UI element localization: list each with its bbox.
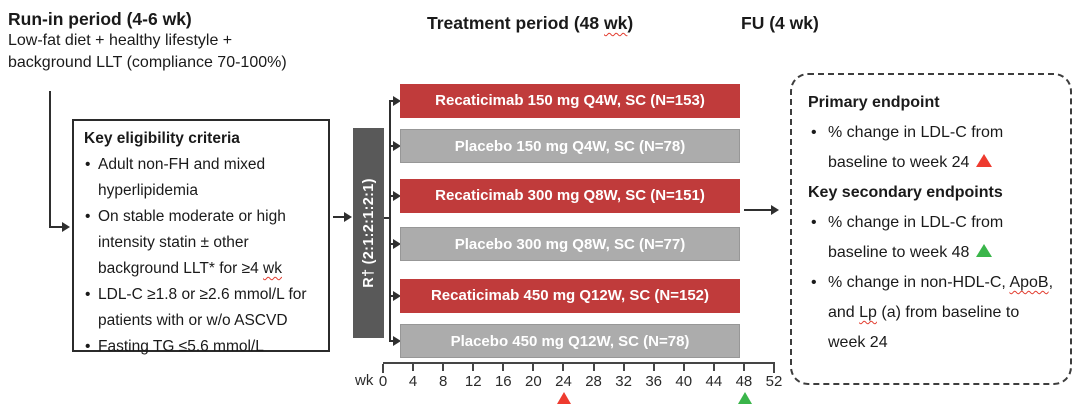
treatment-period-title-close: ) — [627, 13, 634, 33]
arm-bar-placebo-300-q8w: Placebo 300 mg Q8W, SC (N=77) — [400, 227, 740, 261]
treatment-period-title-text: Treatment period (48 — [427, 13, 604, 33]
secondary-endpoint-2-text-2: , and — [828, 274, 1054, 321]
fork-branch-2 — [389, 145, 395, 147]
eligibility-item-2: On stable moderate or high intensity sta… — [84, 204, 318, 282]
arms-to-endpoints-arrow — [744, 209, 772, 211]
primary-endpoint-title: Primary endpoint — [808, 94, 940, 111]
week24-red-triangle-icon — [557, 392, 571, 404]
fork-branch-4 — [389, 243, 395, 245]
fork-branch-3-arrowhead-icon — [393, 191, 401, 201]
timeline-tick-label: 32 — [615, 373, 632, 390]
timeline-tick: 44 — [706, 364, 722, 390]
randomization-box: R† (2:1:2:1:2:1) — [353, 128, 384, 338]
timeline-tick: 48 — [736, 364, 752, 390]
eligibility-item-2-wk: wk — [263, 260, 282, 277]
timeline-tick-label: 44 — [705, 373, 723, 390]
runin-to-eligibility-arrowhead-icon — [62, 222, 70, 232]
timeline-tick-label: 36 — [645, 373, 663, 390]
arm-bar-recaticimab-300-q8w: Recaticimab 300 mg Q8W, SC (N=151) — [400, 179, 740, 213]
timeline-tick-label: 0 — [378, 373, 388, 390]
timeline-tick: 8 — [439, 364, 447, 390]
primary-endpoint-text: % change in LDL-C from baseline to week … — [828, 124, 1004, 171]
treatment-period-title-wk: wk — [604, 13, 628, 33]
randomization-fork-stub — [384, 217, 389, 219]
timeline-tick-label: 52 — [765, 373, 783, 390]
secondary-endpoint-1-text: % change in LDL-C from baseline to week … — [828, 214, 1004, 261]
timeline-tick-label: 20 — [525, 373, 542, 390]
runin-period-line2: background LLT (compliance 70-100%) — [8, 54, 287, 71]
timeline-tick: 28 — [585, 364, 602, 390]
fork-branch-3 — [389, 195, 395, 197]
fork-branch-6-arrowhead-icon — [393, 336, 401, 346]
timeline-tick: 16 — [495, 364, 512, 390]
timeline-tick-label: 4 — [408, 373, 418, 390]
secondary-endpoint-2-text-3: (a) from baseline to week 24 — [828, 304, 1020, 351]
timeline-tick-label: 40 — [675, 373, 693, 390]
fork-branch-4-arrowhead-icon — [393, 239, 401, 249]
runin-to-eligibility-arrow-horizontal — [49, 226, 63, 228]
runin-period-header: Run-in period (4-6 wk) Low-fat diet + he… — [8, 8, 348, 74]
eligibility-to-randomization-arrowhead-icon — [344, 212, 352, 222]
arm-bar-placebo-150-q4w: Placebo 150 mg Q4W, SC (N=78) — [400, 129, 740, 163]
timeline-tick: 52 — [766, 364, 782, 390]
fork-branch-1 — [389, 100, 395, 102]
secondary-endpoint-item-2: % change in non-HDL-C, ApoB, and Lp (a) … — [808, 268, 1056, 358]
secondary-endpoints-title: Key secondary endpoints — [808, 184, 1003, 201]
timeline-tick-label: 24 — [555, 373, 572, 390]
eligibility-item-1: Adult non-FH and mixed hyperlipidemia — [84, 152, 318, 204]
timeline-tick-label: 16 — [494, 373, 512, 390]
runin-period-title: Run-in period (4-6 wk) — [8, 9, 192, 29]
timeline-tick: 4 — [409, 364, 417, 390]
secondary-endpoint-item-1: % change in LDL-C from baseline to week … — [808, 208, 1056, 268]
eligibility-item-2-text: On stable moderate or high intensity sta… — [98, 208, 286, 277]
fork-branch-2-arrowhead-icon — [393, 141, 401, 151]
runin-period-line1: Low-fat diet + healthy lifestyle + — [8, 32, 233, 49]
fork-branch-6 — [389, 340, 395, 342]
eligibility-title: Key eligibility criteria — [84, 130, 240, 147]
timeline-tick: 12 — [465, 364, 482, 390]
eligibility-to-randomization-arrow — [333, 216, 345, 218]
timeline-tick: 20 — [525, 364, 542, 390]
runin-to-eligibility-arrow-vertical — [49, 91, 51, 228]
followup-period-title: FU (4 wk) — [741, 13, 819, 33]
secondary-endpoint-2-text-1: % change in non-HDL-C, — [828, 274, 1010, 291]
timeline-tick-label: 8 — [438, 373, 448, 390]
arms-to-endpoints-arrowhead-icon — [771, 205, 779, 215]
timeline-tick-label: 12 — [464, 373, 482, 390]
eligibility-item-4: Fasting TG ≤5.6 mmol/L — [84, 334, 318, 360]
fork-branch-5 — [389, 295, 395, 297]
timeline-tick: 36 — [645, 364, 662, 390]
week48-green-triangle-icon — [738, 392, 752, 404]
arm-bar-recaticimab-450-q12w: Recaticimab 450 mg Q12W, SC (N=152) — [400, 279, 740, 313]
arm-bar-placebo-450-q12w: Placebo 450 mg Q12W, SC (N=78) — [400, 324, 740, 358]
fork-branch-1-arrowhead-icon — [393, 96, 401, 106]
randomization-ratio-label: R† (2:1:2:1:2:1) — [360, 178, 377, 288]
timeline-axis: 0 4 8 12 16 20 24 28 32 36 40 44 48 52 — [379, 362, 782, 408]
fork-branch-5-arrowhead-icon — [393, 291, 401, 301]
eligibility-criteria-box: Key eligibility criteria Adult non-FH an… — [72, 119, 330, 360]
randomization-fork-vertical — [389, 100, 391, 342]
green-triangle-icon — [975, 244, 992, 257]
eligibility-item-3: LDL-C ≥1.8 or ≥2.6 mmol/L for patients w… — [84, 282, 318, 334]
secondary-endpoint-2-apob: ApoB — [1009, 274, 1049, 291]
timeline-tick: 0 — [379, 364, 387, 390]
red-triangle-icon — [975, 154, 992, 167]
timeline-axis-line — [383, 362, 775, 364]
timeline-tick-label: 48 — [735, 373, 753, 390]
treatment-period-title: Treatment period (48 wk) — [427, 13, 633, 34]
timeline-unit-label: wk — [355, 372, 374, 389]
secondary-endpoint-2-lp: Lp — [859, 304, 877, 321]
timeline-tick-label: 28 — [585, 373, 602, 390]
timeline-tick: 32 — [615, 364, 632, 390]
timeline-tick: 24 — [555, 364, 572, 390]
timeline-tick: 40 — [675, 364, 692, 390]
endpoints-box: Primary endpoint % change in LDL-C from … — [790, 73, 1072, 385]
arm-bar-recaticimab-150-q4w: Recaticimab 150 mg Q4W, SC (N=153) — [400, 84, 740, 118]
primary-endpoint-item: % change in LDL-C from baseline to week … — [808, 118, 1056, 178]
